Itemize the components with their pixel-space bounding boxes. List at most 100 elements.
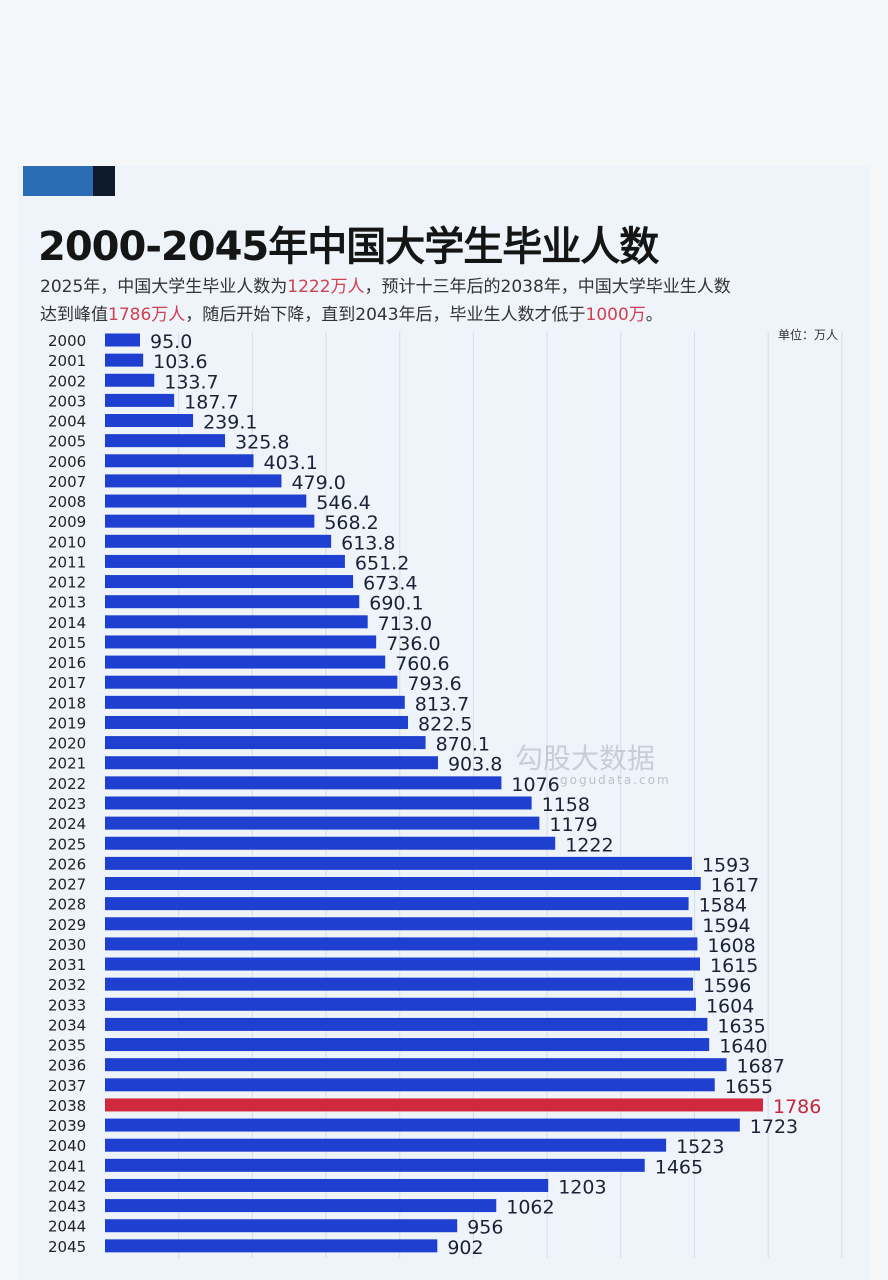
value-label: 1596	[703, 975, 751, 997]
value-label: 1222	[565, 834, 613, 856]
year-label: 2036	[48, 1057, 86, 1075]
bar	[105, 836, 556, 850]
bar	[105, 655, 386, 669]
header-accent-block-dark	[93, 166, 115, 196]
year-label: 2009	[48, 513, 86, 531]
bar	[105, 715, 409, 729]
value-label: 1617	[711, 875, 759, 897]
value-label: 1640	[719, 1036, 767, 1058]
watermark-url: gogudata.com	[560, 773, 671, 787]
bar	[105, 1078, 715, 1092]
year-label: 2025	[48, 835, 86, 853]
year-label: 2011	[48, 553, 86, 571]
value-label: 673.4	[363, 573, 417, 595]
value-label: 1465	[655, 1156, 703, 1178]
bar-highlight	[105, 1098, 763, 1112]
subtitle-highlight: 1000万	[585, 305, 646, 325]
value-label: 1076	[511, 774, 559, 796]
bar	[105, 856, 692, 870]
year-label: 2031	[48, 956, 86, 974]
bar	[105, 937, 698, 951]
bar	[105, 635, 377, 649]
year-label: 2024	[48, 815, 86, 833]
value-label: 95.0	[150, 331, 192, 353]
bar	[105, 1017, 708, 1031]
value-label: 187.7	[184, 391, 238, 413]
year-label: 2030	[48, 936, 86, 954]
bar	[105, 897, 689, 911]
bar	[105, 736, 426, 750]
value-label: 1655	[725, 1076, 773, 1098]
bar	[105, 514, 315, 528]
bar	[105, 353, 144, 367]
value-label: 479.0	[291, 472, 345, 494]
bar	[105, 333, 140, 347]
year-label: 2042	[48, 1177, 86, 1195]
value-label: 736.0	[386, 633, 440, 655]
bar	[105, 776, 502, 790]
year-label: 2017	[48, 674, 86, 692]
year-label: 2028	[48, 896, 86, 914]
year-label: 2018	[48, 694, 86, 712]
year-label: 2003	[48, 392, 86, 410]
value-label: 690.1	[369, 593, 423, 615]
value-label: 325.8	[235, 432, 289, 454]
value-label: 822.5	[418, 713, 472, 735]
value-label: 1608	[707, 935, 755, 957]
year-label: 2010	[48, 533, 86, 551]
year-label: 2022	[48, 775, 86, 793]
bar	[105, 1138, 667, 1152]
value-label: 239.1	[203, 412, 257, 434]
value-label: 902	[447, 1237, 483, 1259]
subtitle-text: 达到峰值	[40, 305, 108, 325]
bar	[105, 474, 282, 488]
value-label: 103.6	[153, 351, 207, 373]
value-label: 1203	[558, 1176, 606, 1198]
year-label: 2034	[48, 1016, 86, 1034]
subtitle-highlight: 1222万人	[287, 277, 365, 297]
year-label: 2012	[48, 574, 86, 592]
value-label: 546.4	[316, 492, 370, 514]
year-label: 2026	[48, 855, 86, 873]
value-label: 793.6	[407, 673, 461, 695]
value-label: 1604	[706, 995, 754, 1017]
bar	[105, 997, 696, 1011]
value-label: 1584	[699, 895, 747, 917]
year-label: 2021	[48, 755, 86, 773]
year-label: 2014	[48, 614, 86, 632]
year-label: 2045	[48, 1238, 86, 1256]
year-label: 2020	[48, 735, 86, 753]
value-label: 1723	[750, 1116, 798, 1138]
bar	[105, 796, 532, 810]
value-label: 1687	[737, 1056, 785, 1078]
subtitle-text: 2025年，中国大学生毕业人数为	[40, 277, 288, 297]
bar	[105, 977, 693, 991]
subtitle-line-1: 2025年，中国大学生毕业人数为1222万人，预计十三年后的2038年，中国大学…	[40, 272, 731, 297]
subtitle-line-2: 达到峰值1786万人，随后开始下降，直到2043年后，毕业生人数才低于1000万…	[40, 300, 663, 325]
value-label: 1635	[717, 1015, 765, 1037]
value-label: 651.2	[355, 552, 409, 574]
value-label: 870.1	[436, 734, 490, 756]
value-label: 956	[467, 1217, 503, 1239]
bar	[105, 1158, 645, 1172]
bar	[105, 595, 360, 609]
bar	[105, 695, 405, 709]
bar	[105, 957, 700, 971]
value-label: 1523	[676, 1136, 724, 1158]
value-label: 760.6	[395, 653, 449, 675]
year-label: 2023	[48, 795, 86, 813]
bar	[105, 414, 194, 428]
value-label: 133.7	[164, 371, 218, 393]
year-label: 2032	[48, 976, 86, 994]
year-label: 2004	[48, 413, 86, 431]
value-label: 1179	[549, 814, 597, 836]
bar	[105, 1058, 727, 1072]
year-label: 2041	[48, 1157, 86, 1175]
chart-title: 2000-2045年中国大学生毕业人数	[38, 224, 659, 270]
year-label: 2040	[48, 1137, 86, 1155]
value-label: 1615	[710, 955, 758, 977]
watermark-text: 勾股大数据	[515, 742, 656, 775]
value-label: 1786	[773, 1096, 821, 1118]
subtitle-text: ，预计十三年后的2038年，中国大学毕业生人数	[364, 277, 731, 297]
bar	[105, 1038, 710, 1052]
